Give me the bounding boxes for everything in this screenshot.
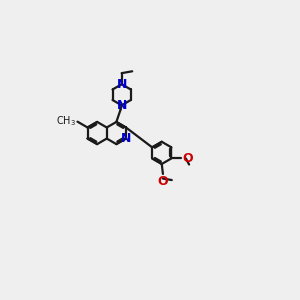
Text: O: O xyxy=(158,175,168,188)
Text: N: N xyxy=(116,78,127,91)
Text: N: N xyxy=(116,99,127,112)
Text: N: N xyxy=(121,132,131,145)
Text: O: O xyxy=(182,152,193,165)
Text: CH$_3$: CH$_3$ xyxy=(56,114,76,128)
